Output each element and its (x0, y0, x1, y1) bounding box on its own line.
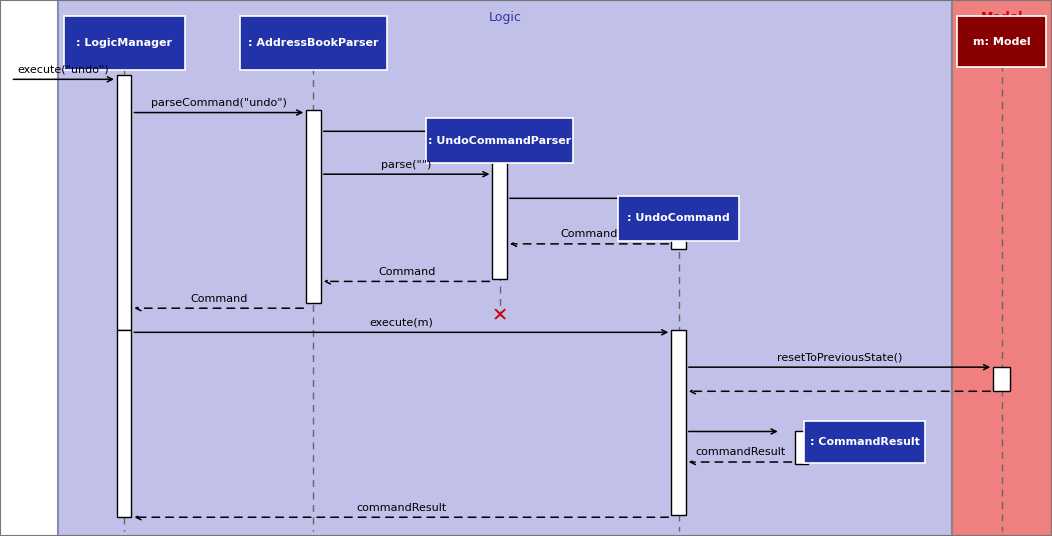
FancyBboxPatch shape (993, 367, 1010, 391)
Text: Logic: Logic (488, 11, 522, 24)
FancyBboxPatch shape (671, 330, 686, 515)
Text: : CommandResult: : CommandResult (810, 437, 919, 446)
Bar (952, 0, 1052, 536)
Text: parse(""): parse("") (382, 160, 431, 169)
Text: : UndoCommand: : UndoCommand (627, 213, 730, 224)
FancyBboxPatch shape (804, 421, 926, 463)
FancyBboxPatch shape (795, 431, 809, 464)
Text: Command: Command (561, 229, 618, 239)
FancyBboxPatch shape (306, 110, 321, 303)
Text: Command: Command (190, 294, 247, 303)
Text: parseCommand("undo"): parseCommand("undo") (150, 98, 287, 108)
Text: : AddressBookParser: : AddressBookParser (248, 38, 379, 48)
FancyBboxPatch shape (117, 75, 132, 330)
Text: : LogicManager: : LogicManager (76, 38, 173, 48)
FancyBboxPatch shape (240, 16, 387, 70)
Bar (58, 0, 952, 536)
Text: Command: Command (378, 267, 436, 277)
FancyBboxPatch shape (619, 196, 739, 241)
FancyBboxPatch shape (117, 330, 132, 517)
Text: commandResult: commandResult (357, 503, 446, 512)
FancyBboxPatch shape (426, 118, 573, 163)
FancyBboxPatch shape (64, 16, 185, 70)
FancyBboxPatch shape (671, 239, 686, 249)
Text: commandResult: commandResult (695, 448, 785, 457)
FancyBboxPatch shape (957, 16, 1046, 67)
Text: execute(m): execute(m) (369, 318, 433, 327)
Text: ✕: ✕ (491, 307, 508, 326)
FancyBboxPatch shape (492, 161, 507, 279)
Text: Model: Model (980, 11, 1024, 24)
Text: m: Model: m: Model (973, 36, 1030, 47)
Text: : UndoCommandParser: : UndoCommandParser (428, 136, 571, 146)
Text: execute("undo"): execute("undo") (18, 65, 109, 75)
Text: resetToPreviousState(): resetToPreviousState() (776, 353, 903, 362)
